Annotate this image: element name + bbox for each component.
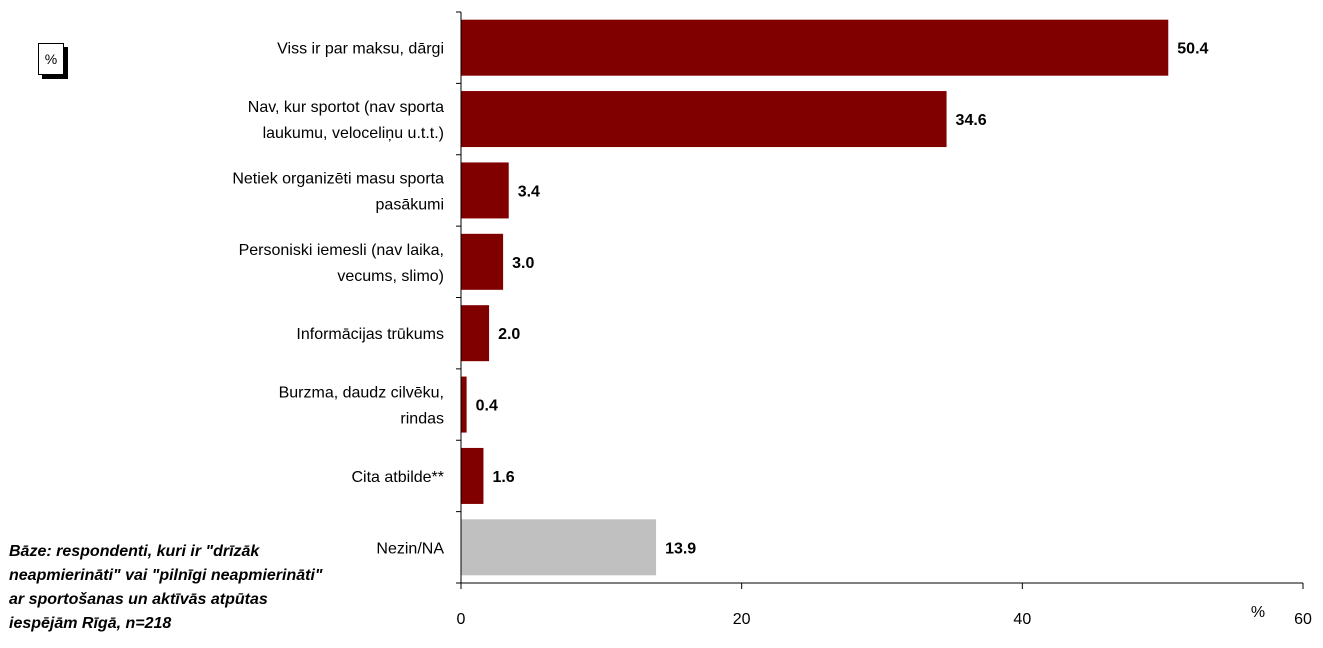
category-label: Viss ir par maksu, dārgi — [277, 41, 444, 58]
bar — [461, 91, 947, 148]
x-tick-label: 60 — [1294, 611, 1312, 628]
base-note: Bāze: respondenti, kuri ir "drīzāk neapm… — [9, 543, 323, 632]
axis-layer — [456, 11, 1304, 589]
category-label: Personiski iemesli (nav laika, vecums, sl… — [239, 242, 444, 285]
category-labels-layer: Viss ir par maksu, dārgi Nav, kur sportot… — [232, 41, 444, 558]
value-label: 13.9 — [665, 540, 696, 557]
bar — [461, 376, 467, 433]
value-label: 1.6 — [492, 469, 514, 486]
bar — [461, 19, 1169, 76]
category-label: Cita atbilde** — [352, 469, 445, 486]
bar — [461, 162, 509, 219]
value-label: 3.4 — [518, 183, 540, 200]
value-label: 0.4 — [476, 398, 498, 415]
value-label: 50.4 — [1177, 41, 1208, 58]
x-tick-label: 0 — [457, 611, 466, 628]
category-label: Nav, kur sportot (nav sporta laukumu, vel… — [248, 99, 444, 142]
category-label: Netiek organizēti masu sporta pasākumi — [232, 170, 444, 213]
value-label: 3.0 — [512, 255, 534, 272]
category-label: Burzma, daudz cilvēku, rindas — [279, 385, 444, 428]
category-label: Nezin/NA — [376, 540, 444, 557]
x-axis-label: % — [1251, 604, 1265, 621]
bar — [461, 233, 504, 290]
value-label: 34.6 — [956, 112, 987, 129]
category-label: Informācijas trūkums — [296, 326, 444, 343]
bars-layer — [461, 19, 1169, 576]
x-tick-label: 20 — [733, 611, 751, 628]
bar — [461, 519, 657, 576]
value-label: 2.0 — [498, 326, 520, 343]
value-labels-layer: 50.4 34.6 3.4 3.0 2.0 0.4 1.6 13.9 — [476, 41, 1209, 558]
tick-labels-layer: 0 20 40 60 — [457, 611, 1312, 628]
bar — [461, 447, 484, 504]
unit-label-box: % — [38, 43, 64, 75]
bar — [461, 305, 490, 362]
x-tick-label: 40 — [1013, 611, 1031, 628]
